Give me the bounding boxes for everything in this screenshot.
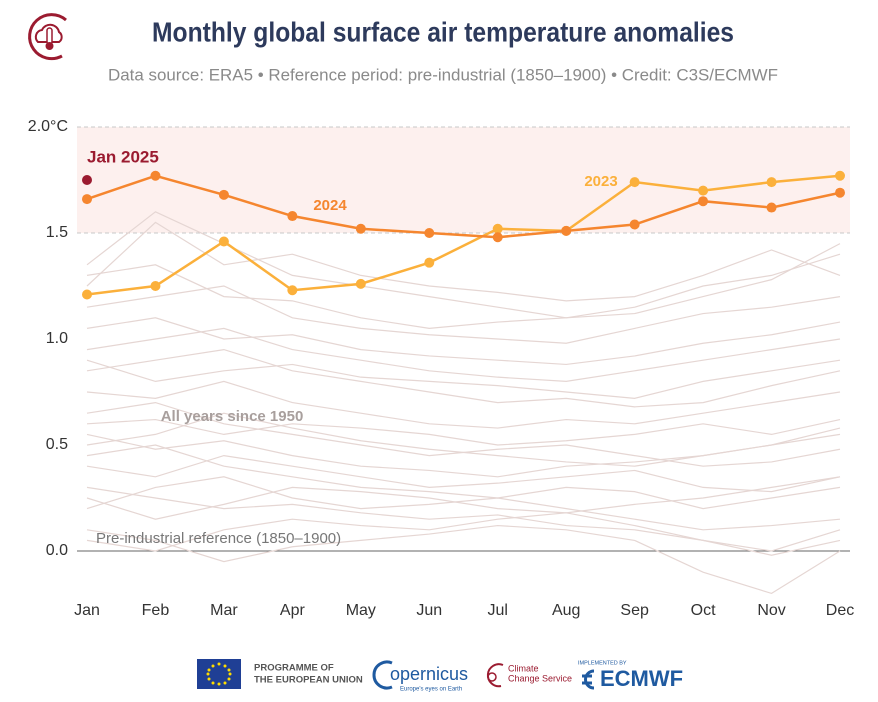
plot-area: 0.0 0.5 1.0 1.5 2.0°C Jan Feb Mar Apr May Jun Jul Au… (28, 118, 854, 619)
c3s-logo (28, 13, 67, 61)
point (766, 177, 777, 188)
chart-title: Monthly global surface air temperature a… (152, 16, 734, 47)
target-band (77, 127, 850, 233)
background-line (86, 243, 841, 330)
background-line (86, 327, 841, 383)
x-tick-label: May (346, 602, 376, 619)
c3s-text: Climate (508, 663, 539, 673)
background-line (86, 524, 841, 595)
x-tick-label: Jul (488, 602, 508, 619)
background-line (86, 348, 841, 408)
ecmwf-note: IMPLEMENTED BY (578, 660, 627, 666)
x-tick-label: Mar (210, 602, 238, 619)
highlight-point (82, 175, 92, 185)
background-line (86, 444, 841, 510)
point (766, 202, 777, 213)
y-tick-label: 0.5 (46, 436, 68, 453)
eu-text: THE EUROPEAN UNION (254, 675, 363, 686)
background-line (86, 380, 841, 429)
point (287, 211, 298, 222)
point (698, 185, 709, 196)
point (424, 257, 435, 268)
x-tick-label: Jun (416, 602, 442, 619)
background-line (86, 418, 841, 446)
annotation: All years since 1950 (161, 408, 304, 425)
x-tick-label: Aug (552, 602, 580, 619)
y-tick-label: 0.0 (46, 542, 68, 559)
x-tick-label: Sep (620, 602, 649, 619)
point (355, 223, 366, 234)
point (698, 196, 709, 207)
point (82, 289, 92, 300)
x-tick-label: Dec (826, 602, 854, 619)
point (835, 187, 845, 198)
point (492, 223, 503, 234)
background-line (86, 317, 841, 366)
point (355, 278, 366, 289)
series-line (86, 174, 841, 239)
background-line (86, 285, 841, 344)
y-tick-label: 1.0 (46, 330, 68, 347)
point (629, 219, 640, 230)
point (835, 170, 845, 181)
point (492, 232, 503, 243)
point (150, 281, 161, 291)
point (424, 228, 435, 238)
x-tick-label: Nov (757, 602, 785, 619)
annotation: Pre-industrial reference (1850–1900) (96, 530, 341, 547)
highlight-label: Jan 2025 (87, 147, 159, 166)
copernicus-text: opernicus (390, 664, 468, 684)
x-tick-label: Jan (74, 602, 100, 619)
background-line (86, 476, 841, 520)
background-line (86, 433, 841, 478)
background-line (86, 221, 841, 302)
point (287, 285, 298, 296)
point (218, 189, 229, 200)
ecmwf-text: ECMWF (600, 666, 683, 691)
background-line (86, 359, 841, 399)
footer: PROGRAMME OF THE EUROPEAN UNION opernicu… (197, 659, 683, 693)
series-line (86, 174, 841, 296)
y-tick-label: 1.5 (46, 224, 68, 241)
background-line (86, 512, 841, 552)
c3s-text: Change Service (508, 673, 572, 683)
annotation: 2023 (584, 173, 617, 190)
background-line (86, 412, 841, 467)
point (218, 236, 229, 247)
background-line (86, 476, 841, 531)
point (82, 194, 92, 205)
y-tick-label: 2.0°C (28, 118, 68, 135)
point (561, 225, 572, 236)
point (150, 170, 161, 181)
x-tick-label: Feb (142, 602, 170, 619)
annotation: 2024 (313, 197, 347, 214)
x-tick-label: Oct (691, 602, 716, 619)
point (629, 177, 640, 188)
x-tick-label: Apr (280, 602, 306, 619)
background-line (86, 454, 841, 493)
background-line (86, 211, 841, 319)
chart-subtitle: Data source: ERA5 • Reference period: pr… (108, 65, 778, 84)
copernicus-tagline: Europe's eyes on Earth (400, 687, 462, 693)
eu-text: PROGRAMME OF (254, 663, 334, 674)
